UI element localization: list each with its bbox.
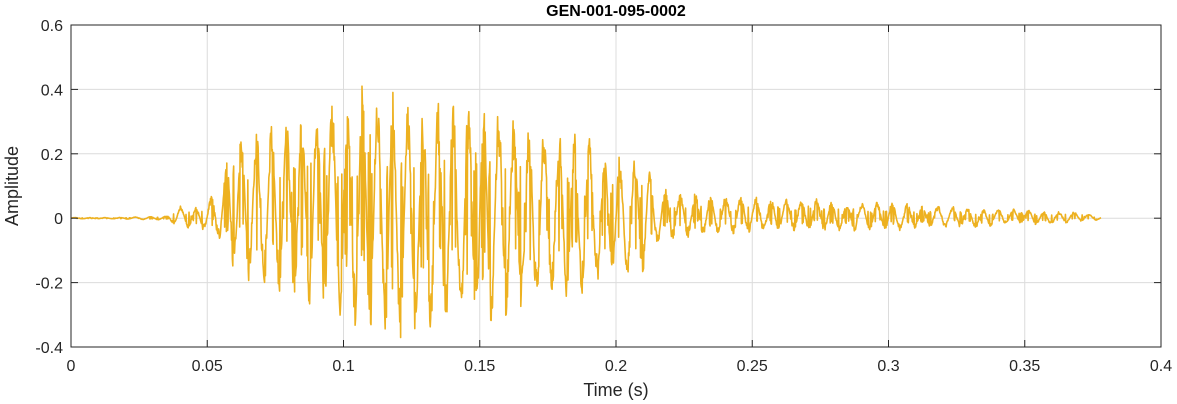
- y-tick-label: -0.4: [35, 340, 63, 357]
- x-tick-label: 0.35: [1009, 358, 1040, 375]
- x-tick-label: 0.2: [605, 358, 627, 375]
- series-layer: [70, 85, 1102, 339]
- x-tick-label: 0.25: [737, 358, 768, 375]
- amplitude-waveform-line: [70, 85, 1102, 339]
- x-tick-label: 0.4: [1150, 358, 1172, 375]
- x-tick-label: 0.3: [877, 358, 899, 375]
- x-tick-label: 0.15: [464, 358, 495, 375]
- x-tick-label: 0.05: [192, 358, 223, 375]
- x-axis-label: Time (s): [583, 380, 648, 400]
- y-tick-label: -0.2: [35, 276, 63, 293]
- y-tick-label: 0.6: [41, 18, 63, 35]
- axis-ticks: 0 0.05 0.1 0.15 0.2 0.25 0.3 0.35 0.4 -0.4 -0.2 0 0.…: [35, 18, 1172, 375]
- x-tick-label: 0: [67, 358, 76, 375]
- y-tick-label: 0.4: [41, 82, 63, 99]
- y-tick-label: 0.2: [41, 147, 63, 164]
- y-tick-label: 0: [54, 211, 63, 228]
- x-tick-label: 0.1: [332, 358, 354, 375]
- chart-title: GEN-001-095-0002: [546, 3, 686, 20]
- y-axis-label: Amplitude: [2, 146, 22, 226]
